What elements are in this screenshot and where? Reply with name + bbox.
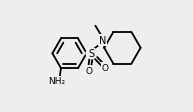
Text: S: S	[88, 49, 95, 59]
Text: N: N	[99, 36, 106, 46]
Text: O: O	[86, 66, 93, 75]
Text: NH₂: NH₂	[48, 77, 65, 86]
Text: O: O	[101, 63, 108, 72]
